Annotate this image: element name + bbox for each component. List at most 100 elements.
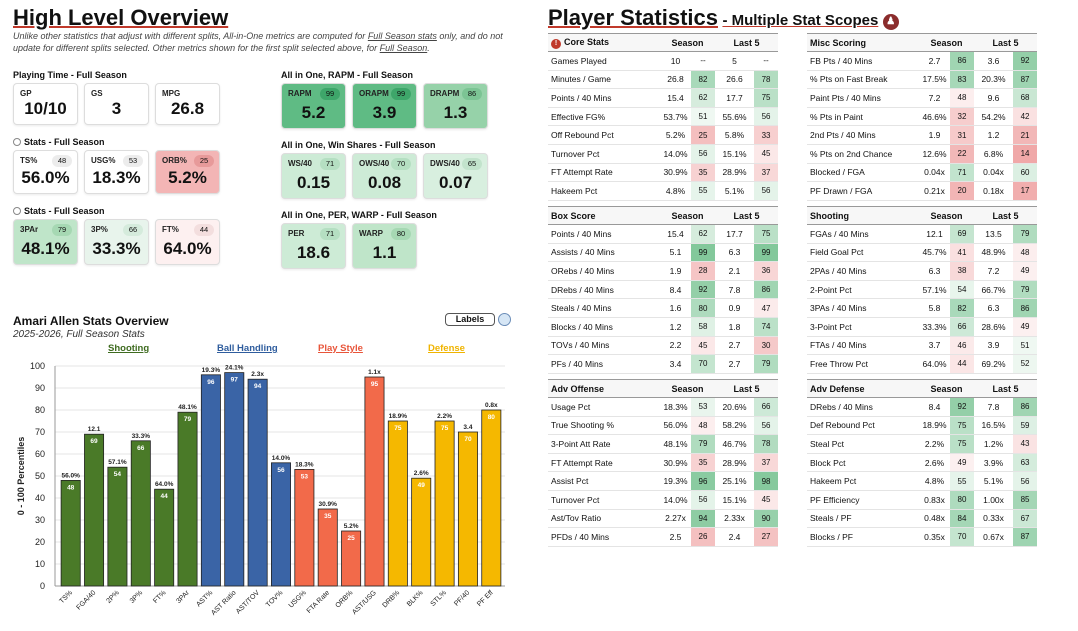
last5-value: 0.33x xyxy=(974,509,1014,529)
last5-value: 0.9 xyxy=(715,298,755,318)
table-row: DRebs / 40 Mins 8.4 92 7.8 86 xyxy=(807,397,1038,417)
table-header-row: ! Core Stats Season Last 5 xyxy=(548,33,779,52)
stat-card-label: GP xyxy=(20,89,32,98)
last5-percentile: 98 xyxy=(754,471,779,491)
col-season[interactable]: Season xyxy=(919,33,975,52)
season-percentile: 75 xyxy=(950,434,975,454)
chart-title: Amari Allen Stats Overview xyxy=(13,314,169,328)
y-tick-label: 80 xyxy=(35,405,45,415)
col-last5[interactable]: Last 5 xyxy=(715,206,779,225)
person-icon[interactable]: ♟ xyxy=(882,14,899,30)
stat-card-percentile: 44 xyxy=(194,224,214,236)
table-title-text: Misc Scoring xyxy=(810,37,867,48)
y-tick-label: 90 xyxy=(35,383,45,393)
stats1-radio[interactable] xyxy=(13,138,21,146)
season-value: 6.3 xyxy=(919,261,950,281)
labels-toggle-switch[interactable] xyxy=(498,313,511,326)
col-last5[interactable]: Last 5 xyxy=(974,33,1038,52)
x-tick-label: 2P% xyxy=(105,589,120,604)
bar-percentile-label: 54 xyxy=(114,471,122,478)
col-last5[interactable]: Last 5 xyxy=(715,33,779,52)
last5-value: 26.6 xyxy=(715,70,755,90)
season-percentile: 41 xyxy=(950,243,975,263)
season-percentile: 46 xyxy=(950,336,975,356)
table-row: FGAs / 40 Mins 12.1 69 13.5 79 xyxy=(807,224,1038,244)
labels-toggle-button[interactable]: Labels xyxy=(445,313,495,326)
row-label: Games Played xyxy=(548,51,660,71)
last5-value: 1.2% xyxy=(974,434,1014,454)
season-percentile: 22 xyxy=(950,144,975,164)
category-play-style: Play Style xyxy=(318,343,363,354)
stats1-label[interactable]: Stats - Full Season xyxy=(13,137,105,147)
season-value: 2.2 xyxy=(660,336,691,356)
row-label: Block Pct xyxy=(807,453,919,473)
col-season[interactable]: Season xyxy=(919,379,975,398)
last5-value: 58.2% xyxy=(715,416,755,436)
season-percentile: 56 xyxy=(691,490,716,510)
row-label: PFDs / 40 Mins xyxy=(548,527,660,547)
last5-percentile: 56 xyxy=(754,416,779,436)
col-season[interactable]: Season xyxy=(660,206,716,225)
season-value: 0.21x xyxy=(919,181,950,201)
stats2-label[interactable]: Stats - Full Season xyxy=(13,206,105,216)
last5-percentile: 86 xyxy=(754,280,779,300)
row-label: % Pts on 2nd Chance xyxy=(807,144,919,164)
col-season[interactable]: Season xyxy=(660,33,716,52)
col-last5[interactable]: Last 5 xyxy=(974,379,1038,398)
last5-percentile: 79 xyxy=(1013,224,1038,244)
stat-card-value: 33.3% xyxy=(92,239,141,258)
table-row: Games Played 10 -- 5 -- xyxy=(548,51,779,71)
last5-value: 13.5 xyxy=(974,224,1014,244)
stats2-radio[interactable] xyxy=(13,207,21,215)
stat-card-label: TS% xyxy=(20,156,38,165)
table-title-text: Core Stats xyxy=(564,36,610,47)
stat-card-rapm: RAPM 99 5.2 xyxy=(281,83,346,129)
col-last5[interactable]: Last 5 xyxy=(715,379,779,398)
bar-stl- xyxy=(434,420,455,587)
stat-card-label: PER xyxy=(288,229,305,238)
stat-card-drapm: DRAPM 86 1.3 xyxy=(423,83,488,129)
col-last5[interactable]: Last 5 xyxy=(974,206,1038,225)
col-season[interactable]: Season xyxy=(660,379,716,398)
last5-value: 28.6% xyxy=(974,317,1014,337)
season-value: 2.6% xyxy=(919,453,950,473)
stat-card-value: 0.07 xyxy=(438,173,473,192)
last5-value: 25.1% xyxy=(715,471,755,491)
last5-value: 55.6% xyxy=(715,107,755,127)
last5-percentile: 36 xyxy=(754,261,779,281)
season-value: 33.3% xyxy=(919,317,950,337)
table-box-score: Box Score Season Last 5 Points / 40 Mins 15.… xyxy=(548,206,779,374)
col-season[interactable]: Season xyxy=(919,206,975,225)
season-value: 1.6 xyxy=(660,298,691,318)
stat-card-value: 1.1 xyxy=(372,243,397,262)
row-label: Field Goal Pct xyxy=(807,243,919,263)
last5-percentile: 59 xyxy=(1013,416,1038,436)
season-percentile: 38 xyxy=(950,261,975,281)
season-percentile: 53 xyxy=(691,397,716,417)
season-value: 12.6% xyxy=(919,144,950,164)
table-row: 2nd Pts / 40 Mins 1.9 31 1.2 21 xyxy=(807,125,1038,145)
row-label: Turnover Pct xyxy=(548,490,660,510)
row-label: 2nd Pts / 40 Mins xyxy=(807,125,919,145)
table-title-text: Adv Offense xyxy=(551,383,605,394)
last5-value: 6.3 xyxy=(715,243,755,263)
season-percentile: 48 xyxy=(950,88,975,108)
table-row: FTAs / 40 Mins 3.7 46 3.9 51 xyxy=(807,336,1038,356)
last5-value: 7.2 xyxy=(974,261,1014,281)
table-row: Block Pct 2.6% 49 3.9% 63 xyxy=(807,453,1038,473)
table-row: Blocks / PF 0.35x 70 0.67x 87 xyxy=(807,527,1038,547)
bar-percentile-label: 70 xyxy=(464,436,472,443)
bar-value-label: 2.6% xyxy=(414,470,429,477)
row-label: Steals / 40 Mins xyxy=(548,298,660,318)
table-row: PF Efficiency 0.83x 80 1.00x 85 xyxy=(807,490,1038,510)
stats2-label-text: Stats - Full Season xyxy=(24,206,105,216)
table-row: 2-Point Pct 57.1% 54 66.7% 79 xyxy=(807,280,1038,300)
x-tick-label: FTA Rate xyxy=(306,589,332,615)
season-value: 56.0% xyxy=(660,416,691,436)
season-percentile: 71 xyxy=(950,163,975,183)
info-icon[interactable]: ! xyxy=(551,38,561,49)
bar-value-label: 30.9% xyxy=(319,501,338,508)
stat-card-label: 3PAr xyxy=(20,225,39,234)
table-row: Blocked / FGA 0.04x 71 0.04x 60 xyxy=(807,163,1038,183)
table-row: FT Attempt Rate 30.9% 35 28.9% 37 xyxy=(548,163,779,183)
